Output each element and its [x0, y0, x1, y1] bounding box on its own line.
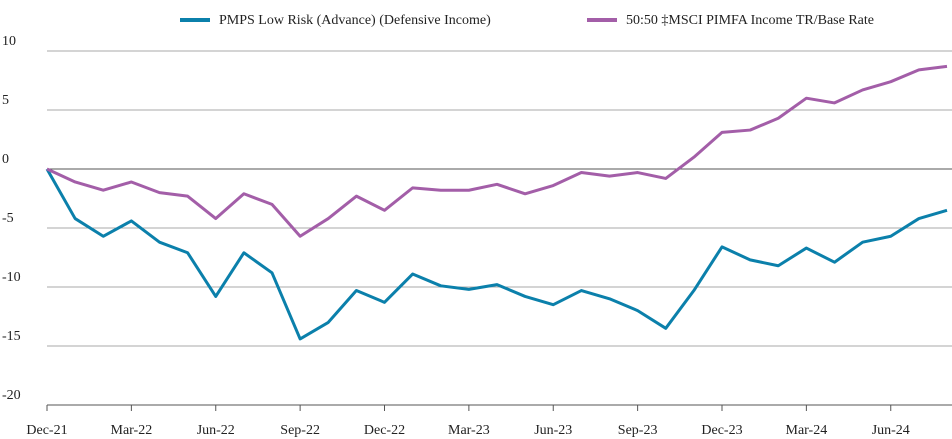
- x-tick-label: Dec-21: [26, 423, 67, 438]
- x-tick-label: Mar-24: [786, 423, 828, 438]
- y-tick-label: -5: [2, 211, 14, 226]
- y-tick-label: 5: [2, 93, 9, 108]
- series-line: [46, 64, 948, 238]
- x-tick-label: Jun-22: [197, 423, 235, 438]
- y-tick-label: -10: [2, 270, 21, 285]
- x-tick-label: Mar-22: [111, 423, 153, 438]
- legend-label: PMPS Low Risk (Advance) (Defensive Incom…: [219, 13, 491, 28]
- y-tick-label: -20: [2, 388, 21, 403]
- x-tick-label: Sep-23: [618, 423, 658, 438]
- y-tick-label: 0: [2, 152, 9, 167]
- legend-label: 50:50 ‡MSCI PIMFA Income TR/Base Rate: [626, 13, 874, 28]
- y-tick-label: 10: [2, 34, 16, 49]
- x-tick-label: Mar-23: [448, 423, 490, 438]
- x-tick-label: Jun-23: [534, 423, 572, 438]
- x-tick-label: Sep-22: [280, 423, 320, 438]
- y-tick-label: -15: [2, 329, 21, 344]
- x-tick-label: Jun-24: [872, 423, 910, 438]
- series-line: [45, 168, 948, 341]
- x-tick-label: Dec-22: [364, 423, 405, 438]
- x-tick-label: Dec-23: [701, 423, 742, 438]
